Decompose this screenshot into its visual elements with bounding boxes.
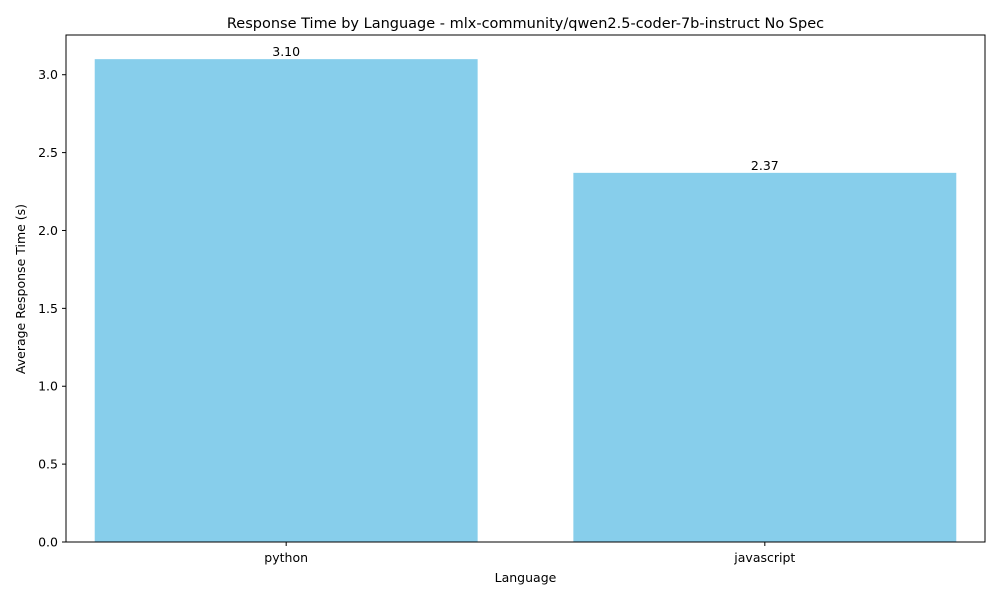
plot-area-frame [65,34,986,543]
y-tick-label: 2.5 [38,145,58,160]
bar-python [94,59,478,543]
y-tick-label: 1.5 [38,301,58,316]
bar-javascript [573,172,957,542]
x-tick-label-python: python [264,550,308,565]
x-tick-label-javascript: javascript [733,550,795,565]
y-axis-label: Average Response Time (s) [13,204,28,374]
chart-title: Response Time by Language - mlx-communit… [227,16,824,32]
y-tick-label: 0.5 [38,457,58,472]
data-label-python: 3.10 [272,44,300,59]
y-axis-ticks: 0.0 0.5 1.0 1.5 2.0 2.5 3.0 [38,67,66,550]
data-label-javascript: 2.37 [751,158,779,173]
y-tick-label: 0.0 [38,535,58,550]
y-tick-label: 3.0 [38,67,58,82]
y-tick-label: 2.0 [38,223,58,238]
x-axis-ticks: python javascript [264,542,795,565]
bars-group [94,59,957,543]
x-axis-label: Language [495,570,557,585]
y-tick-label: 1.0 [38,379,58,394]
data-labels-group: 3.10 2.37 [272,44,778,173]
